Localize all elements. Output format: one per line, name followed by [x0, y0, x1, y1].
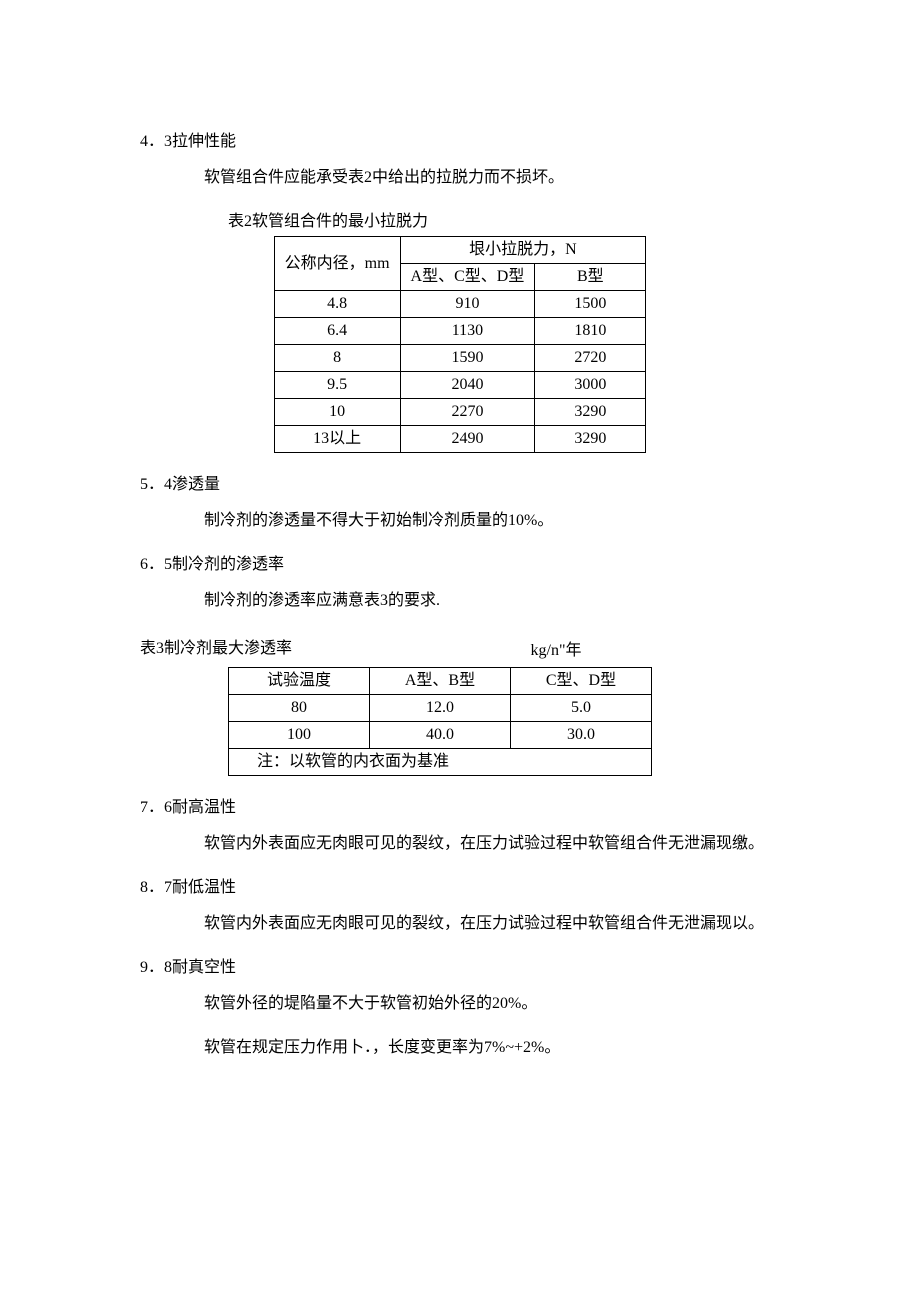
- table2-caption: 表2软管组合件的最小拉脱力: [140, 210, 780, 234]
- section-heading: 9．8耐真空性: [140, 956, 780, 980]
- table-cell: 6.4: [274, 318, 400, 345]
- table-header-row: 公称内径，mm 垠小拉脱力，N: [274, 237, 646, 264]
- section-heading: 5．4渗透量: [140, 473, 780, 497]
- table3-unit: kg/n"年: [292, 639, 780, 663]
- section-heading: 6．5制冷剂的渗透率: [140, 553, 780, 577]
- table-cell: 2490: [400, 426, 535, 453]
- table-cell: 100: [229, 722, 370, 749]
- table-cell: 5.0: [511, 695, 652, 722]
- section-number: 9．8: [140, 959, 172, 976]
- section-title: 耐真空性: [172, 959, 236, 976]
- table-cell: 910: [400, 291, 535, 318]
- table-cell: 2720: [535, 345, 646, 372]
- table-note-row: 注：以软管的内衣面为基准: [229, 749, 652, 776]
- section-title: 耐高温性: [172, 799, 236, 816]
- table-header-cell: 试验温度: [229, 668, 370, 695]
- table-cell: 1500: [535, 291, 646, 318]
- table-row: 6.4 1130 1810: [274, 318, 646, 345]
- section-number: 6．5: [140, 556, 172, 573]
- table-cell: 40.0: [370, 722, 511, 749]
- table3: 试验温度 A型、B型 C型、D型 80 12.0 5.0 100 40.0 30…: [228, 667, 652, 776]
- section-heading: 7．6耐高温性: [140, 796, 780, 820]
- table-cell: 9.5: [274, 372, 400, 399]
- table3-caption-row: 表3制冷剂最大渗透率 kg/n"年: [140, 633, 780, 663]
- table-cell: 8: [274, 345, 400, 372]
- table-cell: 2270: [400, 399, 535, 426]
- table-row: 100 40.0 30.0: [229, 722, 652, 749]
- section-body-text: 软管内外表面应无肉眼可见的裂纹，在压力试验过程中软管组合件无泄漏现缴。: [204, 835, 764, 852]
- table-cell: 30.0: [511, 722, 652, 749]
- table-cell: 80: [229, 695, 370, 722]
- table-cell: 3290: [535, 399, 646, 426]
- table-cell: 3290: [535, 426, 646, 453]
- section-heading: 4．3拉伸性能: [140, 130, 780, 154]
- section-title: 渗透量: [172, 476, 220, 493]
- table2: 公称内径，mm 垠小拉脱力，N A型、C型、D型 B型 4.8 910 1500…: [274, 236, 647, 453]
- table-cell: 1810: [535, 318, 646, 345]
- section-body-text: 软管内外表面应无肉眼可见的裂纹，在压力试验过程中软管组合件无泄漏现以。: [204, 915, 764, 932]
- table-cell: 4.8: [274, 291, 400, 318]
- section-body: 软管内外表面应无肉眼可见的裂纹，在压力试验过程中软管组合件无泄漏现以。: [140, 912, 780, 936]
- table-row: 80 12.0 5.0: [229, 695, 652, 722]
- table-row: 8 1590 2720: [274, 345, 646, 372]
- section-body: 软管外径的堤陷量不大于软管初始外径的20%。: [140, 992, 780, 1016]
- table-row: 4.8 910 1500: [274, 291, 646, 318]
- table-header-cell: 垠小拉脱力，N: [400, 237, 646, 264]
- section-body: 软管在规定压力作用卜．，长度变更率为7%~+2%。: [140, 1036, 780, 1060]
- section-body: 软管组合件应能承受表2中给出的拉脱力而不损坏。: [140, 166, 780, 190]
- table-header-cell: 公称内径，mm: [274, 237, 400, 291]
- table-note-cell: 注：以软管的内衣面为基准: [229, 749, 652, 776]
- section-number: 7．6: [140, 799, 172, 816]
- section-number: 8．7: [140, 879, 172, 896]
- table-header-cell: A型、B型: [370, 668, 511, 695]
- table-header-cell: C型、D型: [511, 668, 652, 695]
- table-header-cell: A型、C型、D型: [400, 264, 535, 291]
- section-title: 耐低温性: [172, 879, 236, 896]
- table-cell: 12.0: [370, 695, 511, 722]
- table-cell: 1130: [400, 318, 535, 345]
- section-body: 制冷剂的渗透量不得大于初始制冷剂质量的10%。: [140, 509, 780, 533]
- table-cell: 13以上: [274, 426, 400, 453]
- table-cell: 1590: [400, 345, 535, 372]
- table-cell: 10: [274, 399, 400, 426]
- table-header-row: 试验温度 A型、B型 C型、D型: [229, 668, 652, 695]
- table3-caption: 表3制冷剂最大渗透率: [140, 637, 292, 661]
- table-row: 13以上 2490 3290: [274, 426, 646, 453]
- section-heading: 8．7耐低温性: [140, 876, 780, 900]
- table-cell: 3000: [535, 372, 646, 399]
- table-header-cell: B型: [535, 264, 646, 291]
- section-number: 5．4: [140, 476, 172, 493]
- section-number: 4．3: [140, 133, 172, 150]
- table-cell: 2040: [400, 372, 535, 399]
- section-body: 软管内外表面应无肉眼可见的裂纹，在压力试验过程中软管组合件无泄漏现缴。: [140, 832, 780, 856]
- section-title: 拉伸性能: [172, 133, 236, 150]
- table-row: 9.5 2040 3000: [274, 372, 646, 399]
- section-title: 制冷剂的渗透率: [172, 556, 284, 573]
- section-body: 制冷剂的渗透率应满意表3的要求.: [140, 589, 780, 613]
- table-row: 10 2270 3290: [274, 399, 646, 426]
